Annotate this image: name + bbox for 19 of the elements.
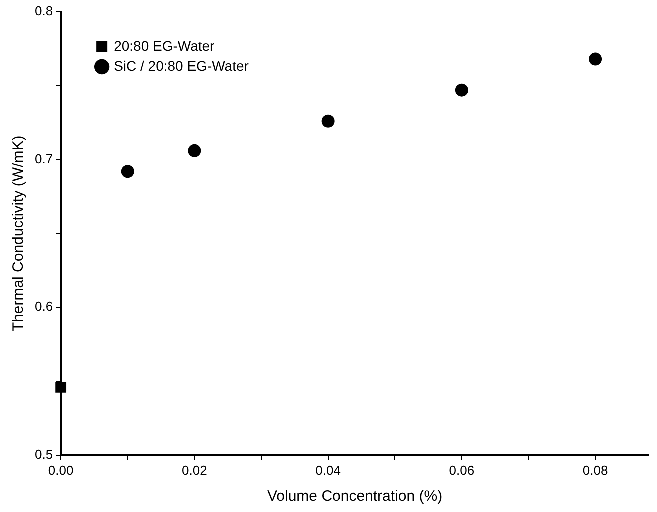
x-tick-label: 0.04	[316, 462, 341, 478]
point	[56, 382, 67, 393]
point	[589, 52, 602, 66]
point	[121, 165, 134, 178]
y-tick-label: 0.6	[34, 299, 54, 314]
x-axis-title: Volume Concentration (%)	[267, 488, 443, 506]
y-tick-label: 0.8	[34, 4, 54, 19]
y-tick-label: 0.7	[34, 151, 54, 166]
point	[322, 114, 335, 128]
x-tick-label: 0.06	[449, 462, 475, 478]
point	[188, 144, 202, 158]
legend-label: 20:80 EG-Water	[114, 38, 216, 54]
y-axis-title: Thermal Conductivity (W/mK)	[10, 136, 28, 332]
legend-label: SiC / 20:80 EG-Water	[114, 58, 250, 74]
x-tick-label: 0.08	[582, 462, 608, 478]
point	[455, 84, 468, 97]
x-tick-label: 0.00	[48, 462, 74, 478]
x-tick-label: 0.02	[182, 462, 208, 478]
y-tick-label: 0.5	[34, 446, 54, 462]
